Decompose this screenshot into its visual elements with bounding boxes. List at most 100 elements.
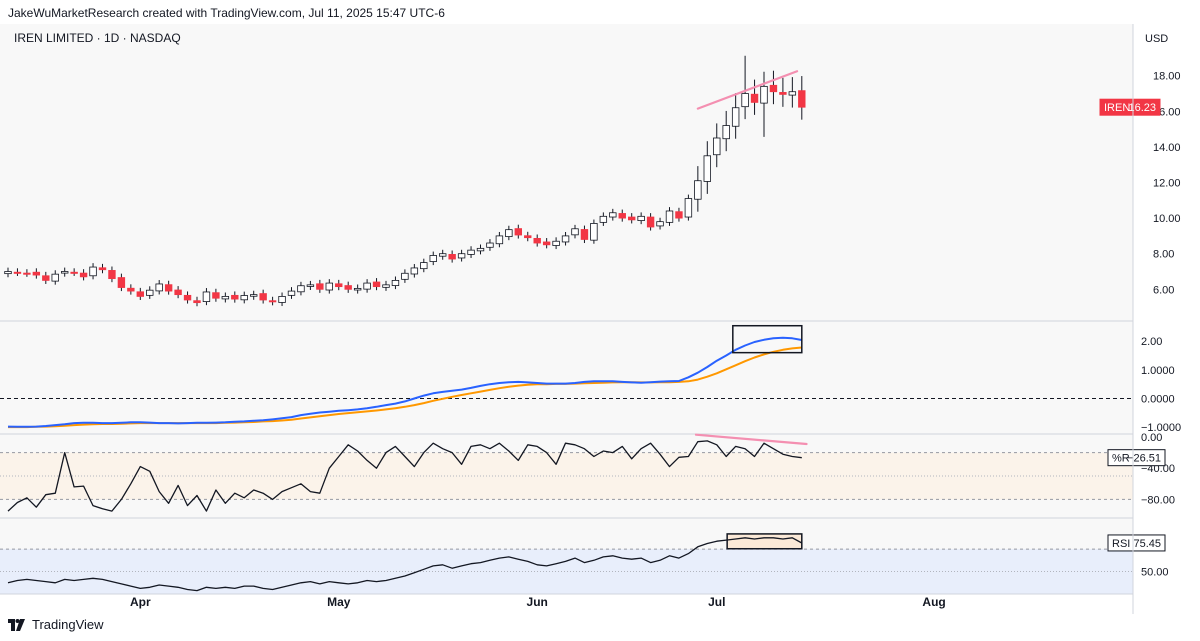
candle-body bbox=[731, 107, 740, 127]
value-tag-value: −26.51 bbox=[1127, 453, 1161, 465]
value-tag-name: RSI bbox=[1112, 538, 1130, 550]
candle-body bbox=[117, 277, 126, 288]
macd-axis-tick: 1.0000 bbox=[1141, 365, 1175, 377]
candle-body bbox=[391, 279, 400, 286]
rsi-axis-tick: 50.00 bbox=[1141, 567, 1169, 579]
candle-body bbox=[438, 253, 447, 257]
candle-body bbox=[146, 289, 154, 296]
candle-body bbox=[788, 91, 797, 96]
chart-attribution: JakeWuMarketResearch created with Tradin… bbox=[8, 6, 445, 20]
candle-body bbox=[637, 215, 645, 221]
candle-body bbox=[694, 180, 702, 200]
divergence-trendline-price bbox=[696, 70, 799, 110]
candle-body bbox=[164, 284, 173, 292]
value-tag-pctr bbox=[1107, 449, 1166, 467]
candle-body bbox=[353, 288, 362, 291]
value-tag-value: 75.45 bbox=[1133, 538, 1161, 550]
candle-body bbox=[363, 282, 371, 290]
candle-body bbox=[656, 221, 664, 227]
candle-body bbox=[429, 255, 437, 262]
candle-body bbox=[240, 295, 248, 301]
candle-body bbox=[268, 300, 277, 303]
divergence-trendline-wr bbox=[694, 433, 808, 446]
candle-body bbox=[287, 290, 296, 296]
candle-body bbox=[410, 267, 419, 275]
candle-body bbox=[769, 84, 778, 93]
wr-axis-tick: −80.00 bbox=[1141, 494, 1175, 506]
price-axis-tick: 8.00 bbox=[1153, 249, 1174, 261]
candle-body bbox=[505, 229, 513, 238]
candle-body bbox=[760, 85, 768, 104]
candle-body bbox=[174, 289, 182, 296]
candle-body bbox=[155, 283, 163, 292]
time-axis-tick: Jun bbox=[527, 595, 548, 609]
candle-body bbox=[335, 283, 343, 288]
candle-body bbox=[741, 93, 749, 108]
candle-body bbox=[628, 216, 636, 221]
candle-body bbox=[23, 272, 31, 275]
candle-body bbox=[722, 125, 730, 140]
candle-body bbox=[136, 291, 144, 297]
candle-body bbox=[79, 272, 88, 278]
candle-body bbox=[344, 285, 352, 290]
value-tag-value: 16.23 bbox=[1128, 102, 1156, 114]
price-axis-tick: 12.00 bbox=[1153, 178, 1181, 190]
candle-body bbox=[382, 284, 390, 288]
candle-body bbox=[212, 292, 220, 299]
candle-body bbox=[618, 213, 626, 219]
macd-axis-tick: 0.0000 bbox=[1141, 393, 1175, 405]
value-tag-iren bbox=[1099, 98, 1161, 116]
candle-body bbox=[561, 235, 570, 243]
candle-body bbox=[779, 92, 787, 95]
macd-line bbox=[7, 336, 802, 428]
rsi-band bbox=[0, 549, 1133, 594]
candle-body bbox=[372, 281, 381, 288]
candle-body bbox=[571, 228, 579, 236]
candle-body bbox=[32, 271, 41, 276]
candle-body bbox=[713, 137, 721, 156]
candle-body bbox=[193, 300, 201, 304]
candle-body bbox=[580, 229, 589, 240]
candle-body bbox=[108, 270, 116, 280]
time-axis-tick: May bbox=[327, 595, 351, 609]
box-macd-peak bbox=[732, 324, 803, 354]
rsi-line bbox=[7, 537, 803, 592]
box-rsi-peak bbox=[726, 533, 803, 550]
plot-background bbox=[0, 24, 1133, 594]
price-axis-tick: 18.00 bbox=[1153, 71, 1181, 83]
candle-body bbox=[646, 216, 655, 228]
candle-body bbox=[495, 235, 504, 245]
candle-body bbox=[249, 294, 258, 297]
candle-body bbox=[448, 254, 456, 260]
currency-label: USD bbox=[1145, 33, 1168, 45]
candle-body bbox=[51, 273, 59, 282]
macd-axis-tick: −1.0000 bbox=[1141, 422, 1181, 434]
candle-body bbox=[533, 237, 541, 244]
candle-body bbox=[599, 215, 608, 223]
candle-body bbox=[552, 240, 560, 246]
candle-body bbox=[4, 271, 12, 275]
wr-axis-tick: −40.00 bbox=[1141, 463, 1175, 475]
candle-body bbox=[89, 266, 97, 277]
price-axis-tick: 10.00 bbox=[1153, 213, 1181, 225]
brand: TradingView bbox=[8, 617, 104, 632]
candle-body bbox=[202, 291, 211, 302]
value-tag-name: IREN bbox=[1104, 102, 1130, 114]
brand-name: TradingView bbox=[32, 617, 104, 632]
candle-body bbox=[609, 212, 617, 218]
candle-body bbox=[316, 283, 324, 290]
candle-body bbox=[98, 267, 107, 271]
candle-body bbox=[542, 241, 551, 246]
chart-canvas[interactable]: IREN LIMITED · 1D · NASDAQ USD 6.00 8.00 10.… bbox=[0, 24, 1200, 614]
candle-body bbox=[590, 223, 598, 241]
candle-body bbox=[467, 249, 475, 255]
wr-band bbox=[0, 452, 1133, 500]
candle-body bbox=[61, 271, 69, 274]
candle-body bbox=[665, 210, 674, 223]
candle-body bbox=[325, 282, 333, 291]
candle-body bbox=[70, 271, 78, 274]
candle-body bbox=[278, 296, 286, 303]
candle-body bbox=[401, 272, 409, 280]
candle-body bbox=[183, 294, 192, 301]
value-tag-name: %R bbox=[1112, 453, 1130, 465]
